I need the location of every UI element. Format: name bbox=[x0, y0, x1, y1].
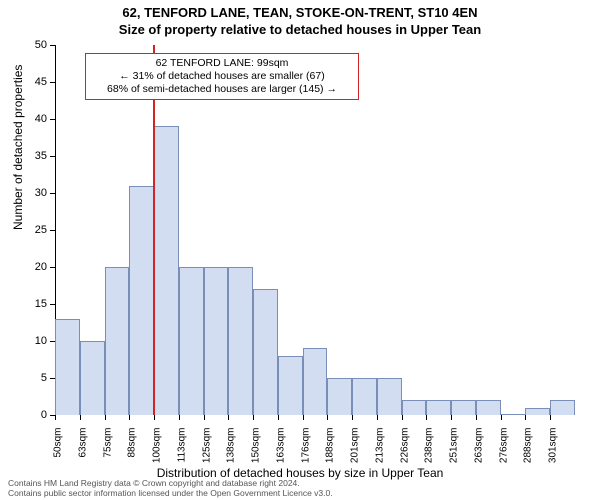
bars-group bbox=[55, 45, 575, 415]
x-tick bbox=[228, 415, 229, 420]
x-tick bbox=[105, 415, 106, 420]
x-tick bbox=[426, 415, 427, 420]
chart-container: 62, TENFORD LANE, TEAN, STOKE-ON-TRENT, … bbox=[0, 0, 600, 500]
bar bbox=[525, 408, 550, 415]
x-tick bbox=[129, 415, 130, 420]
bar bbox=[303, 348, 328, 415]
x-tick bbox=[501, 415, 502, 420]
y-tick-label: 45 bbox=[35, 76, 47, 88]
x-tick bbox=[154, 415, 155, 420]
y-tick-label: 15 bbox=[35, 298, 47, 310]
annotation-box: 62 TENFORD LANE: 99sqm ← 31% of detached… bbox=[85, 53, 359, 100]
x-tick bbox=[525, 415, 526, 420]
x-tick bbox=[204, 415, 205, 420]
bar bbox=[377, 378, 402, 415]
bar bbox=[204, 267, 229, 415]
y-tick-label: 20 bbox=[35, 261, 47, 273]
x-tick bbox=[352, 415, 353, 420]
bar bbox=[228, 267, 253, 415]
y-tick-label: 0 bbox=[41, 409, 47, 421]
y-tick-label: 10 bbox=[35, 335, 47, 347]
x-tick bbox=[377, 415, 378, 420]
x-tick bbox=[55, 415, 56, 420]
bar bbox=[105, 267, 130, 415]
bar bbox=[327, 378, 352, 415]
footer: Contains HM Land Registry data © Crown c… bbox=[8, 479, 333, 498]
bar bbox=[451, 400, 476, 415]
x-tick bbox=[476, 415, 477, 420]
bar bbox=[402, 400, 427, 415]
bar bbox=[476, 400, 501, 415]
annotation-line2: ← 31% of detached houses are smaller (67… bbox=[92, 70, 352, 83]
x-tick bbox=[253, 415, 254, 420]
y-axis-label: Number of detached properties bbox=[11, 65, 25, 230]
x-tick bbox=[451, 415, 452, 420]
x-tick bbox=[327, 415, 328, 420]
y-tick-label: 25 bbox=[35, 224, 47, 236]
x-tick bbox=[80, 415, 81, 420]
chart-title-line1: 62, TENFORD LANE, TEAN, STOKE-ON-TRENT, … bbox=[0, 5, 600, 20]
annotation-line3: 68% of semi-detached houses are larger (… bbox=[92, 83, 352, 96]
bar bbox=[154, 126, 179, 415]
annotation-line1: 62 TENFORD LANE: 99sqm bbox=[92, 57, 352, 70]
bar bbox=[550, 400, 575, 415]
bar bbox=[253, 289, 278, 415]
bar bbox=[129, 186, 154, 415]
bar bbox=[426, 400, 451, 415]
chart-title-line2: Size of property relative to detached ho… bbox=[0, 22, 600, 37]
bar bbox=[80, 341, 105, 415]
footer-line2: Contains public sector information licen… bbox=[8, 489, 333, 498]
marker-line bbox=[153, 45, 155, 415]
x-tick bbox=[278, 415, 279, 420]
bar bbox=[55, 319, 80, 415]
bar bbox=[179, 267, 204, 415]
x-tick bbox=[402, 415, 403, 420]
bar bbox=[352, 378, 377, 415]
y-tick-label: 50 bbox=[35, 39, 47, 51]
x-tick bbox=[550, 415, 551, 420]
plot-area: 50sqm63sqm75sqm88sqm100sqm113sqm125sqm13… bbox=[55, 45, 575, 415]
y-tick-label: 35 bbox=[35, 150, 47, 162]
x-tick bbox=[303, 415, 304, 420]
y-tick-label: 5 bbox=[41, 372, 47, 384]
y-tick-label: 40 bbox=[35, 113, 47, 125]
bar bbox=[501, 414, 526, 415]
y-tick-label: 30 bbox=[35, 187, 47, 199]
bar bbox=[278, 356, 303, 415]
x-tick bbox=[179, 415, 180, 420]
